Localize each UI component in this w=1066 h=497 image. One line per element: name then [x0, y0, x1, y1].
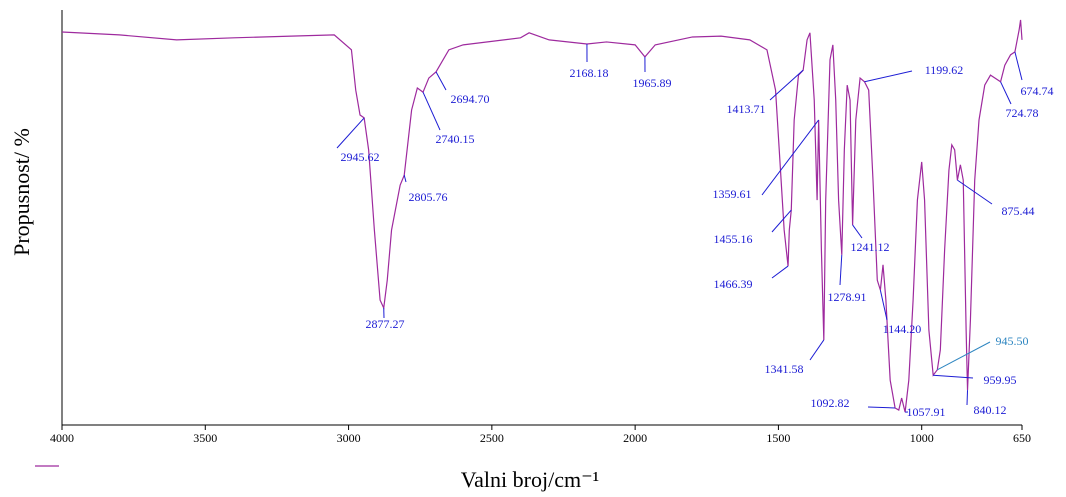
annotation-label: 1057.91: [907, 405, 946, 419]
annotation-label: 2694.70: [451, 92, 490, 106]
annotation-label: 1092.82: [811, 396, 850, 410]
annotation-leader: [879, 290, 888, 321]
x-tick-label: 1500: [766, 431, 790, 445]
annotation-label: 1965.89: [633, 76, 672, 90]
annotation-label: 1359.61: [713, 187, 752, 201]
annotation-label: 945.50: [996, 334, 1029, 348]
annotation-label: 724.78: [1006, 106, 1039, 120]
spectrum-line: [61, 19, 1023, 413]
annotation-label: 2168.18: [570, 66, 609, 80]
annotation-leader: [761, 119, 820, 196]
annotation-leader: [1014, 51, 1023, 81]
annotation-label: 1278.91: [828, 290, 867, 304]
annotation-leader: [852, 224, 863, 239]
annotation-label: 2877.27: [366, 317, 405, 331]
annotation-label: 2740.15: [436, 132, 475, 146]
annotation-leader: [435, 71, 447, 91]
annotation-leader: [771, 265, 789, 279]
y-axis-label: Propusnost/ %: [9, 128, 34, 256]
x-tick-label: 1000: [910, 431, 934, 445]
annotation-label: 2805.76: [409, 190, 448, 204]
annotation-leader: [771, 209, 792, 233]
annotation-label: 840.12: [974, 403, 1007, 417]
x-tick-label: 3000: [337, 431, 361, 445]
x-tick-label: 4000: [50, 431, 74, 445]
annotation-leader: [933, 374, 974, 379]
x-tick-label: 650: [1013, 431, 1031, 445]
x-tick-label: 3500: [193, 431, 217, 445]
annotation-leader: [336, 117, 365, 149]
annotation-leader: [403, 175, 407, 183]
annotation-leader: [839, 254, 843, 286]
annotation-leader: [864, 70, 913, 83]
annotation-label: 1241.12: [851, 240, 890, 254]
annotation-label: 2945.62: [341, 150, 380, 164]
x-axis-label: Valni broj/cm⁻¹: [461, 467, 600, 492]
annotation-label: 1144.20: [883, 322, 922, 336]
annotation-leader: [422, 91, 441, 131]
x-tick-label: 2000: [623, 431, 647, 445]
annotation-leader: [809, 339, 825, 361]
annotation-label: 1455.16: [714, 232, 753, 246]
annotation-leader: [769, 69, 804, 101]
annotation-label: 875.44: [1002, 204, 1035, 218]
annotation-leader: [937, 341, 991, 371]
annotation-label: 674.74: [1021, 84, 1054, 98]
annotation-label: 1341.58: [765, 362, 804, 376]
annotation-label: 959.95: [984, 373, 1017, 387]
x-tick-label: 2500: [480, 431, 504, 445]
annotation-label: 1466.39: [714, 277, 753, 291]
annotation-label: 1413.71: [727, 102, 766, 116]
annotation-leader: [957, 179, 993, 205]
annotation-leader: [1000, 81, 1012, 105]
annotation-leader: [867, 406, 896, 409]
annotation-label: 1199.62: [925, 63, 964, 77]
annotation-leader: [966, 390, 969, 406]
